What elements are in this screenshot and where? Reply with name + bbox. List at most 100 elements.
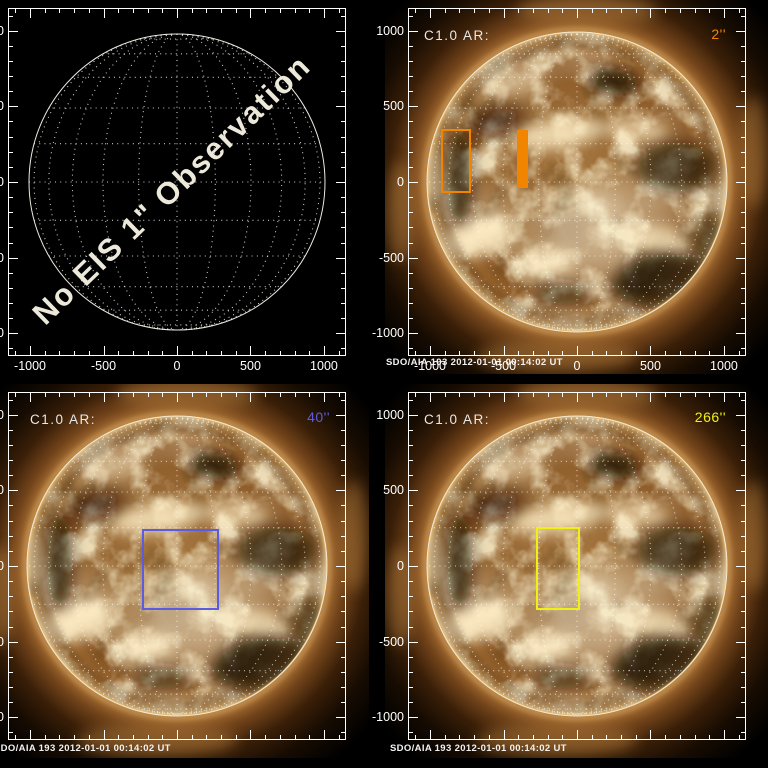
axis-tick — [341, 399, 345, 401]
axis-tick — [336, 106, 345, 108]
plot-frame-top_right — [408, 8, 746, 356]
axis-tick — [341, 671, 345, 673]
axis-tick — [741, 550, 745, 552]
axis-tick — [741, 227, 745, 229]
axis-tick — [336, 717, 345, 719]
axis-tick — [336, 641, 345, 643]
axis-tick — [709, 9, 711, 13]
axis-tick — [206, 9, 208, 13]
axis-tick — [191, 393, 193, 397]
axis-tick — [650, 730, 652, 739]
axis-tick — [147, 351, 149, 355]
axis-tick — [341, 626, 345, 628]
axis-tick — [341, 611, 345, 613]
y-tick-label: 0 — [0, 175, 4, 189]
axis-tick — [606, 9, 608, 13]
axis-tick — [44, 393, 46, 397]
y-tick-label: 0 — [397, 559, 404, 573]
axis-tick — [15, 735, 17, 739]
axis-tick — [177, 346, 178, 355]
axis-tick — [741, 702, 745, 704]
axis-tick — [736, 257, 745, 259]
axis-tick — [9, 136, 13, 138]
axis-tick — [409, 136, 413, 138]
axis-tick — [30, 730, 32, 739]
axis-tick — [518, 351, 520, 355]
axis-tick — [409, 732, 413, 734]
axis-tick — [409, 272, 413, 274]
x-tick-label: 1000 — [710, 359, 738, 373]
axis-tick — [279, 9, 281, 13]
y-tick-label: 500 — [383, 483, 404, 498]
axis-tick — [694, 735, 696, 739]
y-tick-label: -500 — [378, 634, 404, 649]
axis-tick — [9, 596, 13, 598]
axis-tick — [409, 242, 413, 244]
axis-tick — [341, 151, 345, 153]
axis-tick — [736, 414, 745, 416]
axis-tick — [44, 9, 46, 13]
axis-tick — [709, 393, 711, 397]
axis-tick — [9, 257, 18, 259]
axis-tick — [409, 414, 418, 416]
axis-tick — [488, 735, 490, 739]
axis-tick — [9, 227, 13, 229]
axis-tick — [488, 351, 490, 355]
axis-tick — [147, 735, 149, 739]
axis-tick — [430, 393, 432, 402]
axis-tick — [474, 735, 476, 739]
axis-tick — [147, 393, 149, 397]
axis-tick — [415, 9, 417, 13]
axis-tick — [9, 333, 18, 335]
axis-tick — [409, 475, 413, 477]
axis-tick — [736, 717, 745, 719]
axis-tick — [341, 656, 345, 658]
axis-tick — [341, 60, 345, 62]
axis-tick — [9, 611, 13, 613]
axis-tick — [323, 730, 325, 739]
axis-tick — [341, 166, 345, 168]
axis-tick — [147, 9, 149, 13]
axis-tick — [235, 351, 237, 355]
axis-tick — [265, 9, 267, 13]
axis-tick — [409, 303, 413, 305]
y-tick-label: -500 — [0, 250, 4, 265]
axis-tick — [741, 212, 745, 214]
axis-tick — [738, 393, 740, 397]
axis-tick — [562, 351, 564, 355]
axis-tick — [294, 9, 296, 13]
y-tick-label: -1000 — [372, 710, 404, 725]
axis-tick — [265, 735, 267, 739]
axis-tick — [162, 735, 164, 739]
axis-tick — [503, 730, 505, 739]
axis-tick — [279, 735, 281, 739]
axis-tick — [409, 30, 418, 32]
axis-tick — [444, 351, 446, 355]
axis-tick — [341, 429, 345, 431]
axis-tick — [694, 9, 696, 13]
axis-tick — [741, 136, 745, 138]
axis-tick — [621, 9, 623, 13]
axis-tick — [547, 393, 549, 397]
axis-tick — [103, 9, 105, 18]
panel-title: C1.0 AR: — [424, 412, 491, 427]
axis-tick — [30, 346, 32, 355]
axis-tick — [341, 242, 345, 244]
axis-tick — [723, 730, 725, 739]
axis-tick — [9, 182, 18, 183]
axis-tick — [532, 735, 534, 739]
axis-tick — [474, 393, 476, 397]
axis-tick — [635, 735, 637, 739]
y-tick-label: 500 — [0, 99, 4, 114]
axis-tick — [9, 444, 13, 446]
axis-tick — [741, 303, 745, 305]
axis-tick — [736, 490, 745, 492]
axis-tick — [118, 9, 120, 13]
axis-tick — [409, 166, 413, 168]
axis-tick — [132, 351, 134, 355]
axis-tick — [547, 735, 549, 739]
y-tick-label: 1000 — [0, 407, 4, 422]
axis-tick — [235, 393, 237, 397]
axis-tick — [409, 641, 418, 643]
